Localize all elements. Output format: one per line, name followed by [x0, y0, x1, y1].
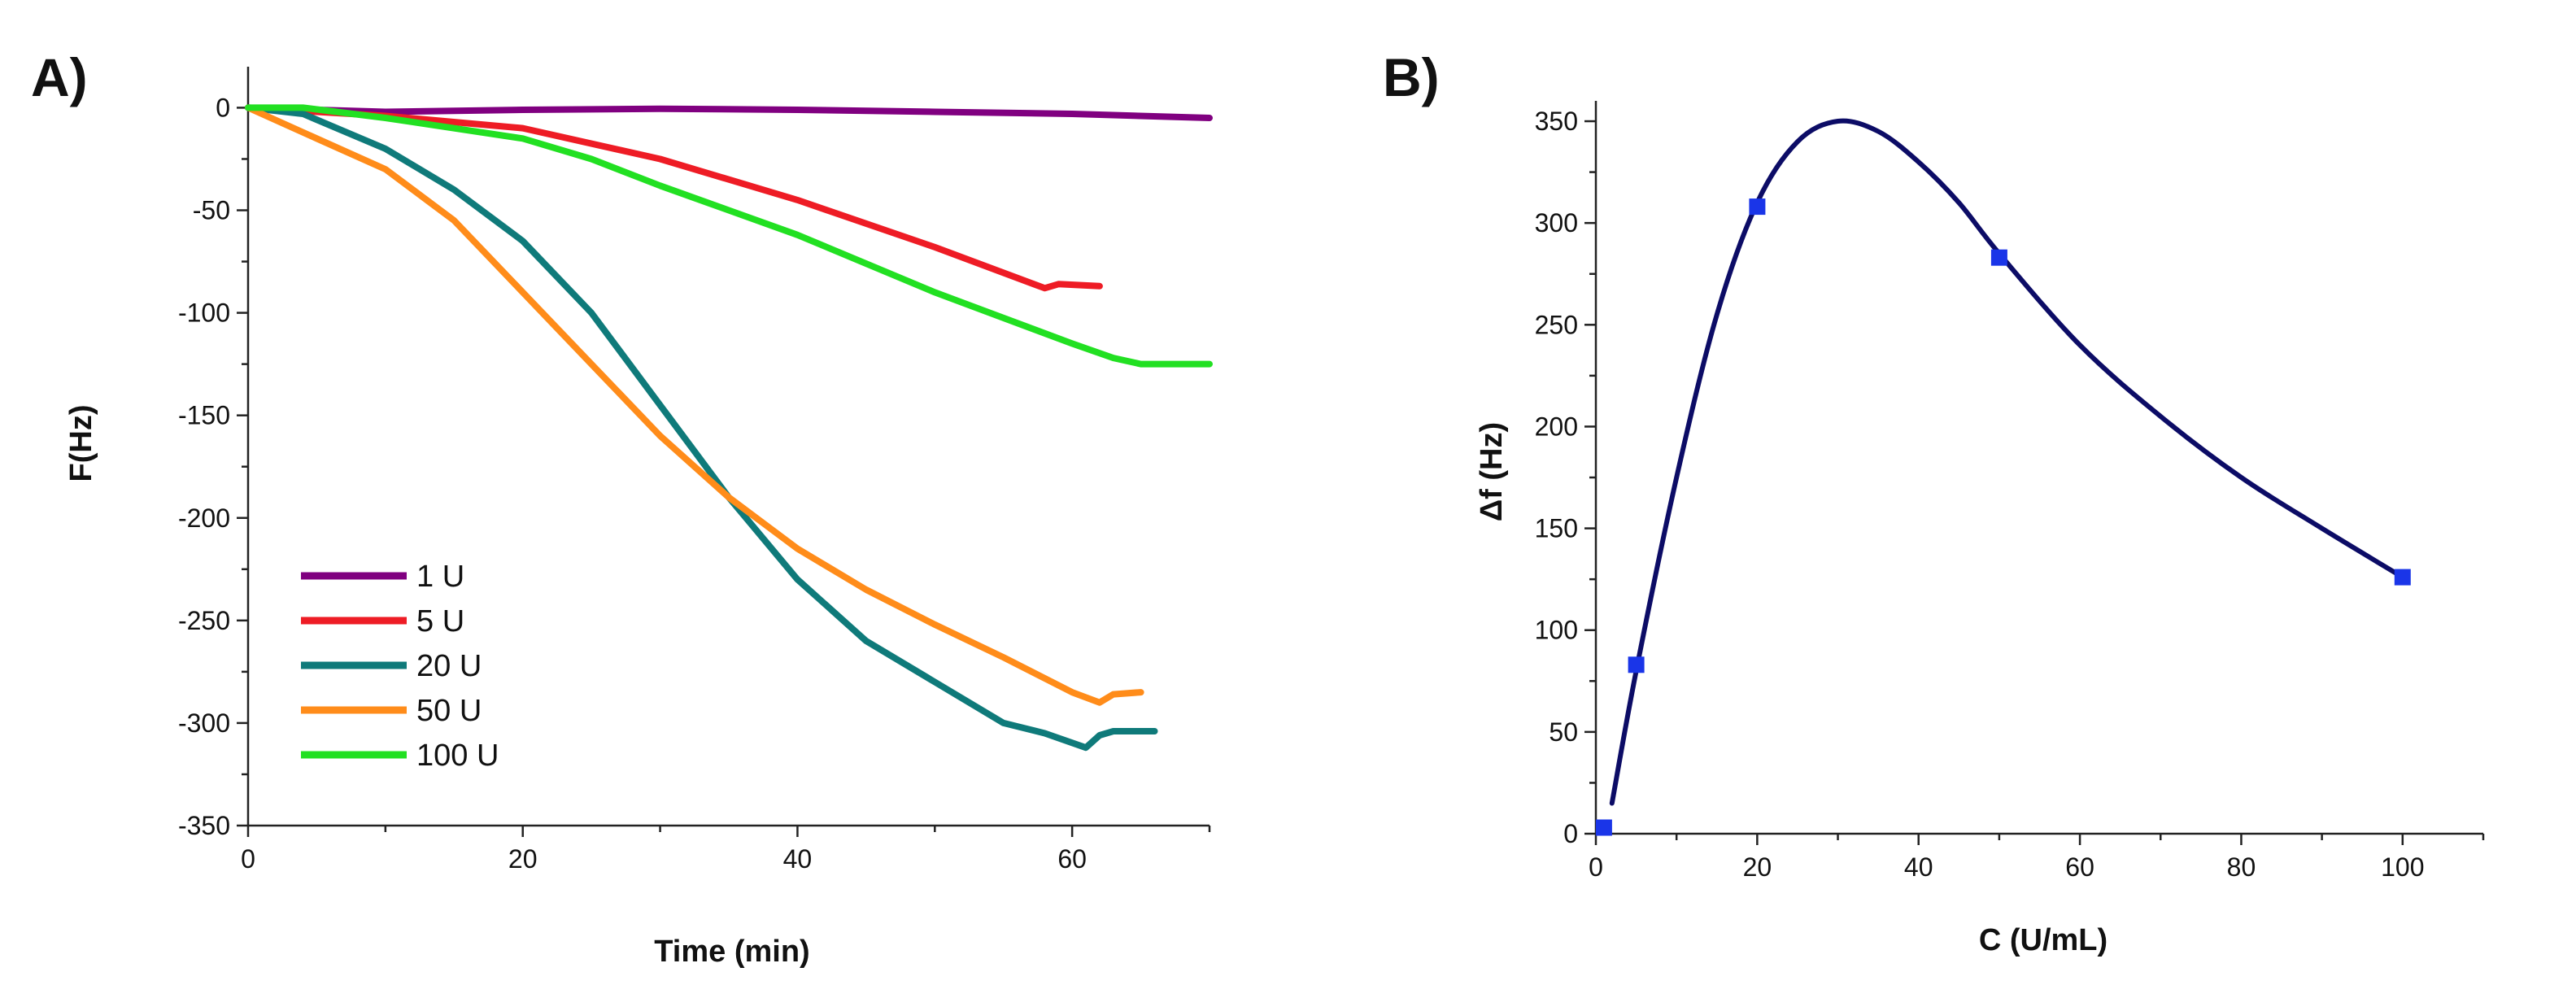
x-tick-label-a: 20 [508, 844, 538, 874]
legend-label-50u: 50 U [416, 694, 482, 728]
y-tick-label-b: 250 [1535, 310, 1578, 339]
x-tick-label-b: 20 [1743, 852, 1772, 882]
x-tick-label-a: 60 [1057, 844, 1087, 874]
y-tick-label-b: 350 [1535, 107, 1578, 136]
x-axis-title-a: Time (min) [654, 935, 809, 969]
y-tick-label-a: -300 [178, 708, 230, 738]
x-tick-label-b: 40 [1904, 852, 1933, 882]
y-tick-label-a: -200 [178, 503, 230, 533]
legend-label-100u: 100 U [416, 739, 499, 773]
data-point [2394, 569, 2411, 586]
legend-label-20u: 20 U [416, 649, 482, 683]
y-tick-label-b: 200 [1535, 412, 1578, 441]
chart-b: 0 20 40 60 80 100 0 50 100 150 200 250 300 350 [1535, 101, 2485, 882]
panel-label-b: B) [1383, 47, 1440, 107]
chart-a: 0 20 40 60 0 -50 -100 -150 -200 -250 -300 -350 [178, 67, 1213, 874]
y-tick-label-b: 150 [1535, 514, 1578, 543]
y-tick-label-a: -350 [178, 811, 230, 840]
y-tick-label-a: -150 [178, 401, 230, 430]
x-tick-label-b: 100 [2381, 852, 2424, 882]
legend-label-5u: 5 U [416, 604, 464, 639]
y-tick-label-a: -250 [178, 606, 230, 635]
y-tick-label-a: -50 [193, 196, 230, 225]
y-axis-title-b: Δf (Hz) [1475, 422, 1509, 521]
x-tick-label-b: 0 [1589, 852, 1603, 882]
data-point [1749, 198, 1766, 216]
y-tick-label-b: 50 [1549, 717, 1578, 747]
data-point [1628, 656, 1645, 673]
series-line-100-u [245, 104, 1213, 368]
data-point [1990, 249, 2007, 266]
x-tick-label-b: 80 [2227, 852, 2256, 882]
legend-a: 1 U 5 U 20 U 50 U 100 U [301, 560, 499, 773]
y-tick-label-b: 0 [1563, 819, 1578, 848]
x-axis-title-b: C (U/mL) [1979, 923, 2107, 957]
x-tick-label-b: 60 [2065, 852, 2094, 882]
panel-label-a: A) [31, 47, 88, 107]
fit-curve [1609, 118, 2405, 806]
data-point [1595, 819, 1612, 836]
x-tick-label-a: 0 [241, 844, 255, 874]
series-line-1-u [245, 104, 1213, 121]
series-line-5-u [245, 104, 1103, 292]
legend-label-1u: 1 U [416, 560, 464, 594]
y-tick-label-b: 300 [1535, 208, 1578, 238]
x-tick-label-a: 40 [783, 844, 813, 874]
y-tick-label-a: -100 [178, 299, 230, 328]
y-axis-title-a: F(Hz) [64, 405, 98, 482]
y-tick-label-b: 100 [1535, 616, 1578, 645]
series-line-50-u [245, 104, 1144, 706]
series-line-20-u [245, 104, 1158, 752]
y-tick-label-a: 0 [216, 93, 230, 122]
